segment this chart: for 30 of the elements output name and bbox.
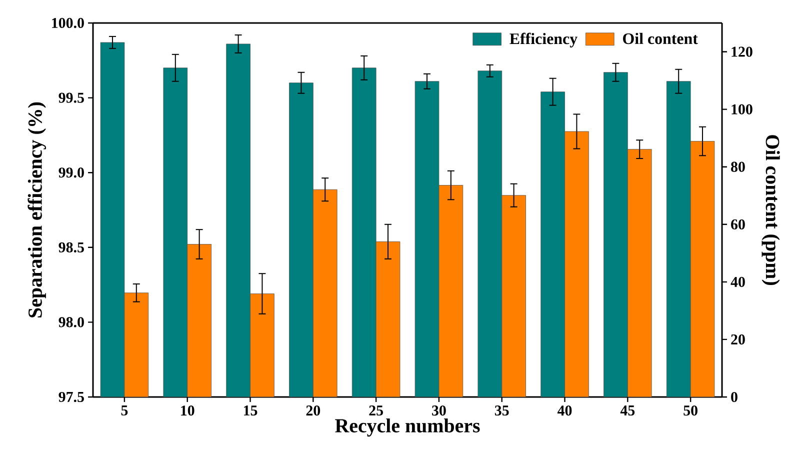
bar <box>250 294 274 397</box>
x-tick-label: 30 <box>432 406 446 416</box>
y2-tick-label: 100 <box>732 104 752 114</box>
x-tick-label: 15 <box>244 406 258 416</box>
x-tick-label: 50 <box>684 406 698 416</box>
y2-tick-label: 20 <box>731 334 745 344</box>
x-tick-label: 20 <box>306 406 320 416</box>
y-tick-label: 98.5 <box>58 242 84 252</box>
x-tick-label: 25 <box>369 406 383 416</box>
y2-tick-label: 80 <box>731 162 745 172</box>
x-tick-label: 45 <box>620 406 635 416</box>
x-tick-label: 5 <box>121 406 128 416</box>
y2-tick-label: 60 <box>731 219 745 230</box>
y2-axis-title: Oil content (ppm) <box>762 135 780 285</box>
y-tick-label: 98.0 <box>58 317 84 328</box>
legend-label: Oil content <box>623 32 698 44</box>
x-tick-label: 35 <box>494 406 509 416</box>
y2-tick-label: 120 <box>732 46 752 57</box>
x-tick-label: 10 <box>181 406 194 416</box>
y2-tick-label: 40 <box>730 276 745 287</box>
y-tick-label: 99.0 <box>58 168 84 178</box>
x-axis-title: Recycle numbers <box>335 418 480 437</box>
y-tick-label: 97.5 <box>58 392 84 402</box>
y-tick-label: 100.0 <box>52 18 84 28</box>
bar <box>124 292 149 397</box>
legend-label: Efficiency <box>510 32 578 48</box>
y2-tick-label: 0 <box>731 392 738 402</box>
y-axis-title: Separation efficiency (%) <box>28 102 46 318</box>
y-tick-label: 99.5 <box>58 92 84 103</box>
x-tick-label: 40 <box>557 406 572 416</box>
